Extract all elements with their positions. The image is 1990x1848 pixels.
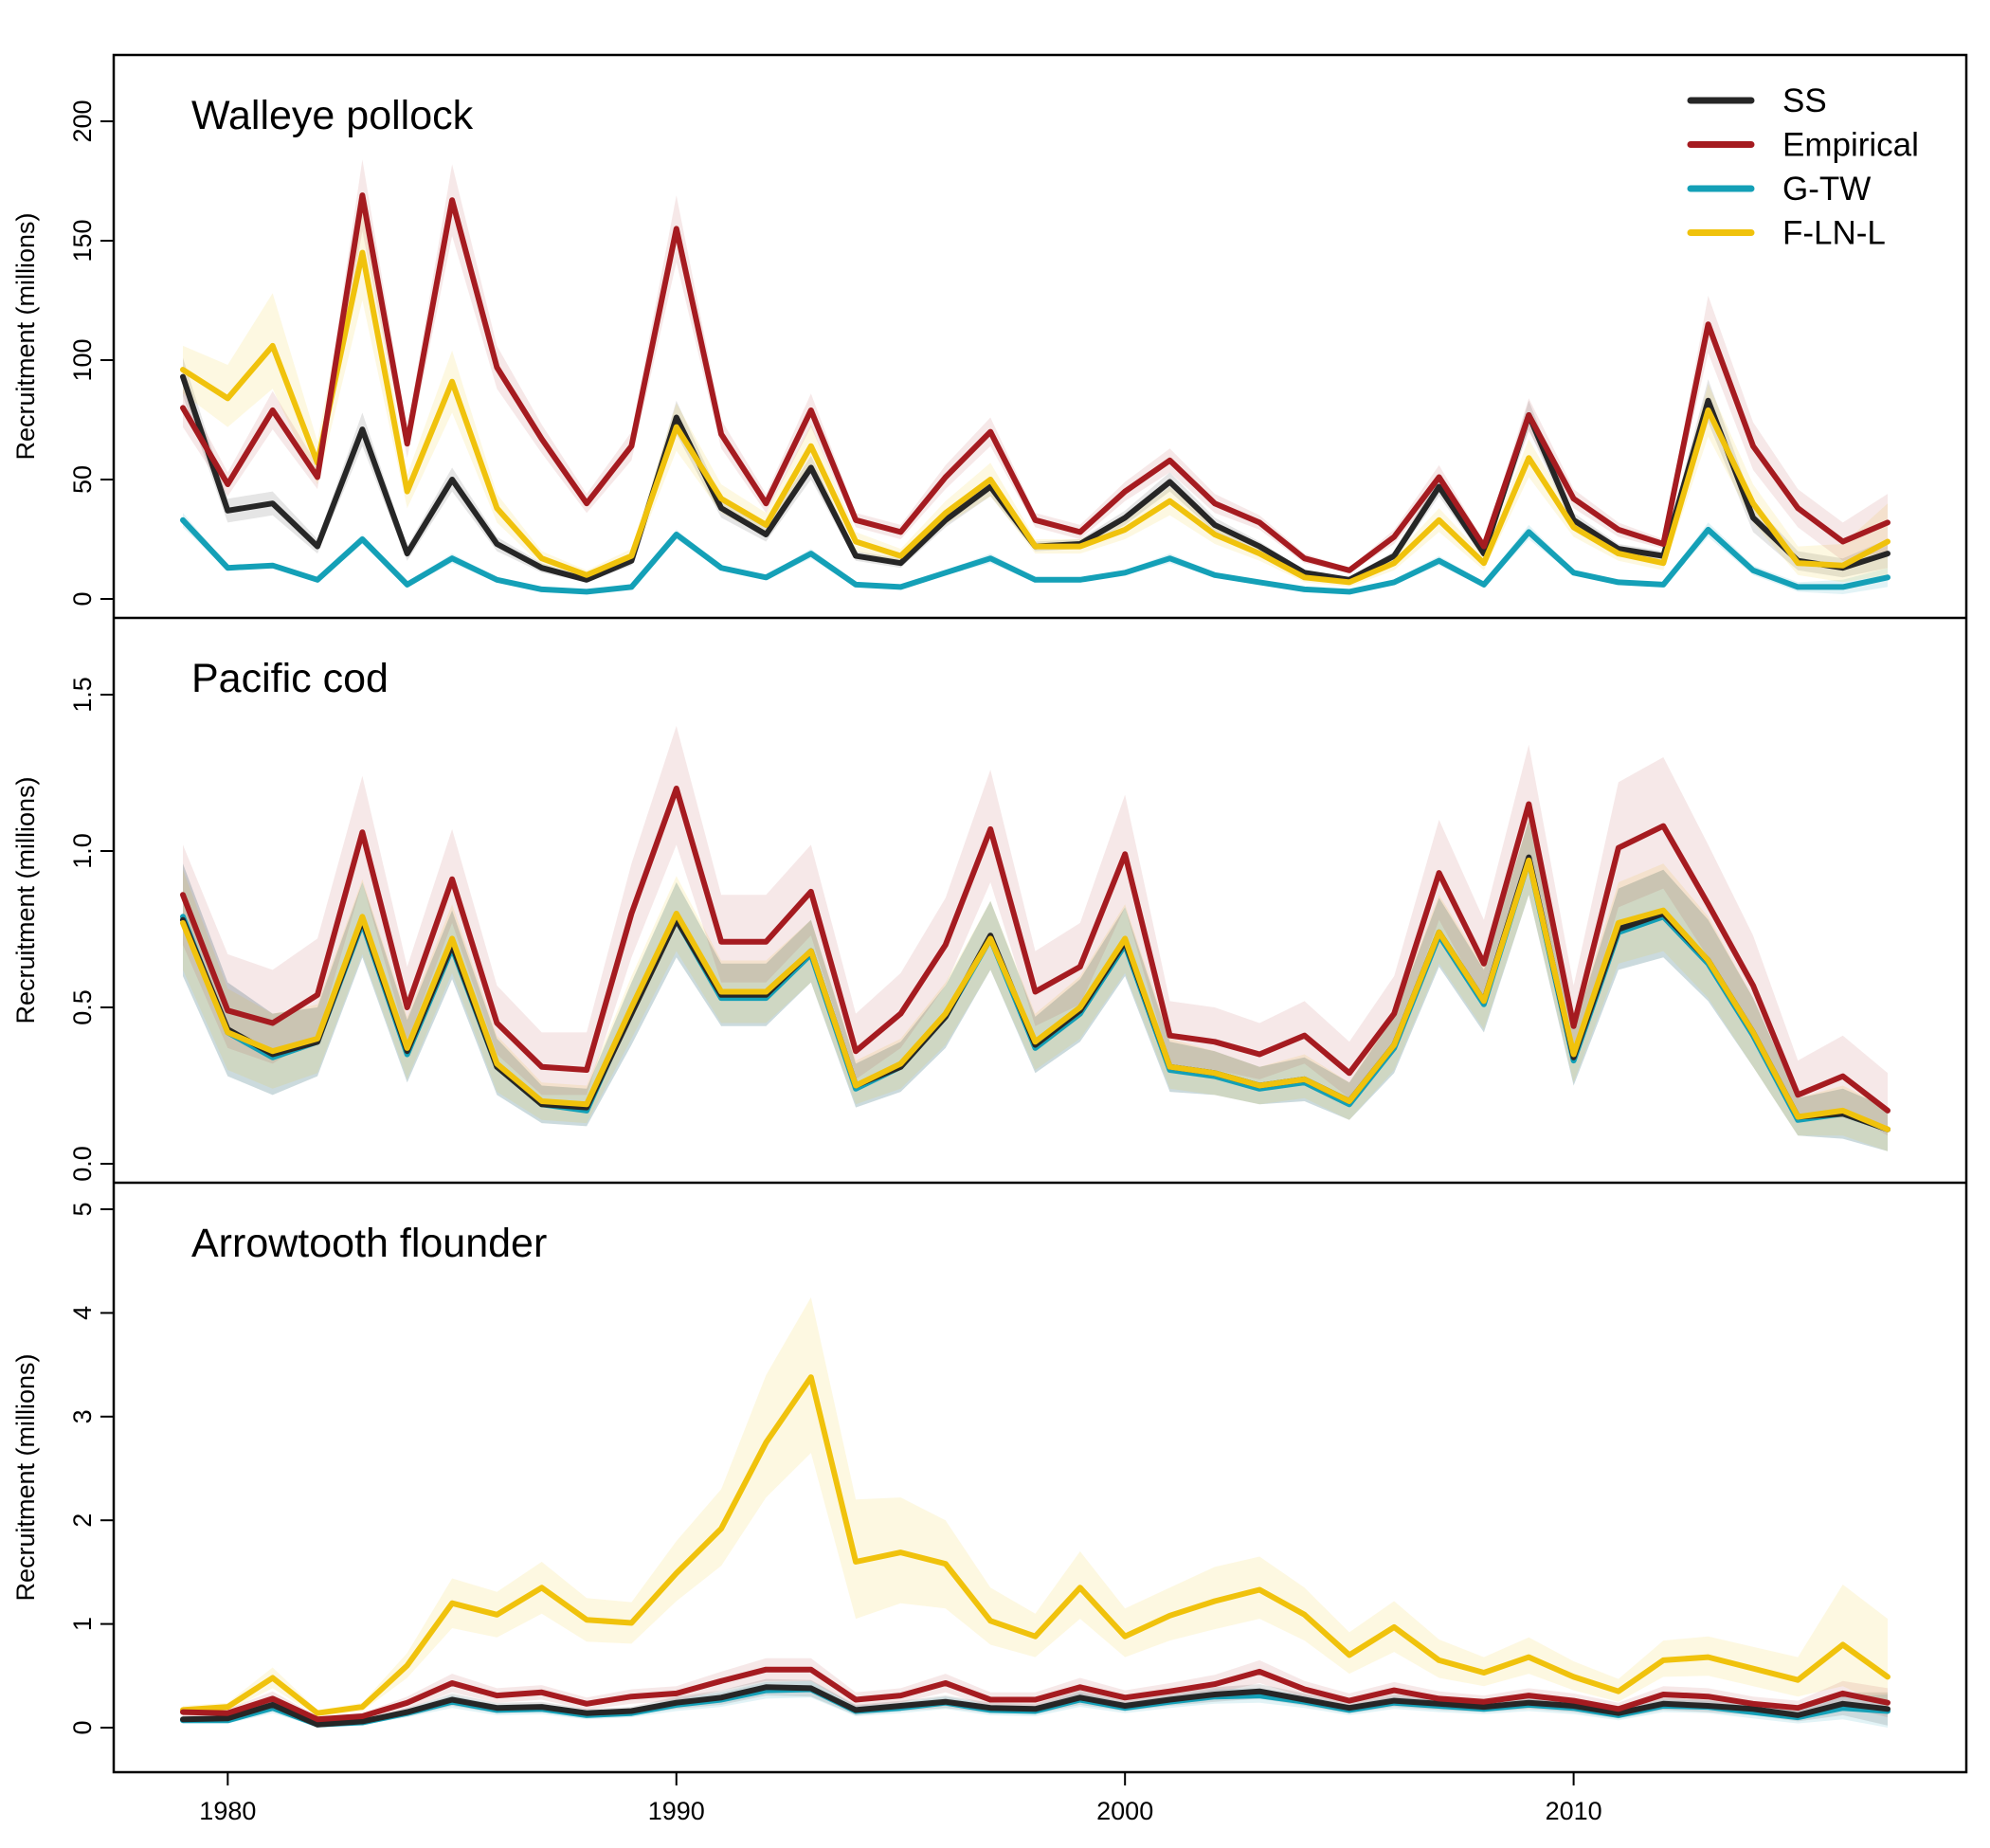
y-tick-label: 3 (68, 1409, 97, 1423)
legend-item-f-ln-l: F-LN-L (1687, 215, 1886, 252)
y-axis-label: Recruitment (millions) (11, 1353, 40, 1601)
y-tick-label: 0 (68, 1720, 97, 1734)
x-tick-label: 1980 (199, 1797, 256, 1825)
y-tick-label: 1 (68, 1617, 97, 1631)
y-tick-label: 1.5 (68, 677, 97, 713)
band-empirical (183, 159, 1888, 573)
band-f-ln-l (183, 1297, 1888, 1716)
y-tick-label: 150 (68, 219, 97, 262)
series-line-f-ln-l (180, 1374, 1890, 1716)
legend-item-g-tw: G-TW (1687, 171, 1871, 208)
legend-item-ss: SS (1687, 82, 1827, 119)
series-line-f-ln-l (180, 249, 1890, 586)
series-line-g-tw (180, 516, 1890, 595)
legend-label: Empirical (1782, 127, 1919, 164)
y-tick-label: 2 (68, 1513, 97, 1528)
series-lines (180, 192, 1890, 595)
legend-label: F-LN-L (1782, 215, 1886, 252)
y-tick-label: 1.0 (68, 833, 97, 869)
y-tick-label: 100 (68, 338, 97, 381)
series-line-f-ln-l (180, 857, 1890, 1132)
band-ss (183, 357, 1888, 583)
legend-label: SS (1782, 82, 1827, 119)
series-lines (180, 786, 1890, 1132)
y-tick-label: 0 (68, 591, 97, 606)
series-lines (180, 1374, 1890, 1728)
series-line-empirical (180, 1666, 1890, 1723)
y-tick-label: 50 (68, 465, 97, 494)
band-f-ln-l (183, 820, 1888, 1151)
panel-pacific-cod: 0.0 0.5 1.0 1.5 Recruitment (millions) Pacifi… (11, 656, 1890, 1182)
panel-arrowtooth-flounder: 0 1 2 3 4 5 Recruitment (millions) Arrowtooth f… (11, 1202, 1890, 1735)
series-line-empirical (180, 786, 1890, 1114)
band-ss (183, 820, 1888, 1151)
panel-walleye-pollock: 0 50 100 150 200 Recruitment (millions) Walley… (11, 93, 1890, 607)
x-tick-label: 2000 (1096, 1797, 1153, 1825)
series-line-empirical (180, 192, 1890, 573)
y-axis-label: Recruitment (millions) (11, 776, 40, 1024)
series-line-ss (180, 1684, 1890, 1728)
y-tick-label: 0.5 (68, 989, 97, 1025)
panel-title: Arrowtooth flounder (191, 1221, 547, 1266)
x-tick-label: 2010 (1546, 1797, 1602, 1825)
y-axis-label: Recruitment (millions) (11, 212, 40, 460)
legend: SS Empirical G-TW F-LN-L (1687, 82, 1919, 252)
x-axis: 1980 1990 2000 2010 (199, 1771, 1602, 1825)
y-axis: 0 50 100 150 200 Recruitment (millions) (11, 100, 115, 607)
y-tick-label: 4 (68, 1306, 97, 1320)
y-tick-label: 0.0 (68, 1146, 97, 1182)
legend-item-empirical: Empirical (1687, 127, 1919, 164)
y-tick-label: 200 (68, 100, 97, 142)
legend-label: G-TW (1782, 171, 1871, 208)
panel-title: Pacific cod (191, 656, 389, 701)
plot-frame (112, 53, 1968, 1774)
x-tick-label: 1990 (648, 1797, 705, 1825)
band-g-tw (183, 820, 1888, 1151)
panel-title: Walleye pollock (191, 93, 474, 138)
y-tick-label: 5 (68, 1202, 97, 1216)
